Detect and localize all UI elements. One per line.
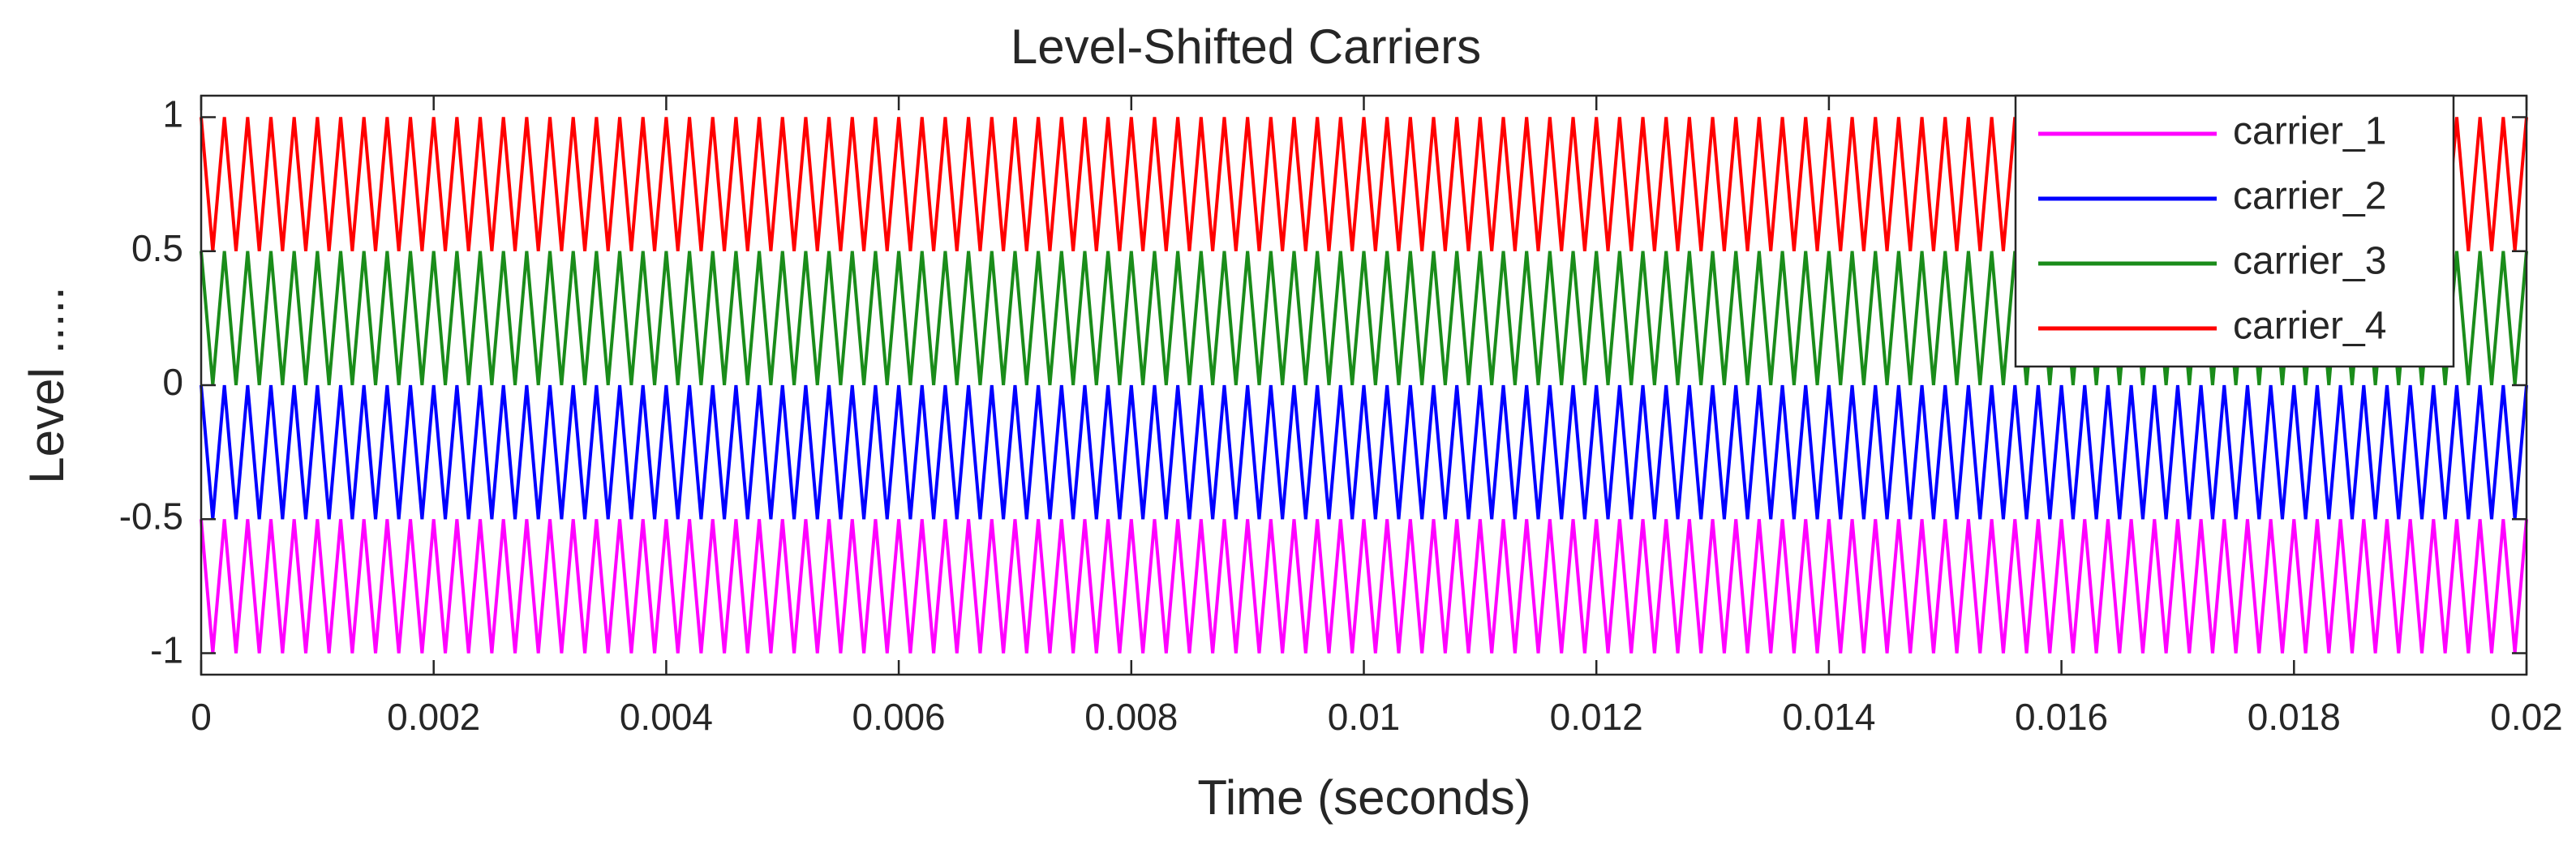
series-line xyxy=(200,384,2528,520)
legend-box xyxy=(2014,94,2455,368)
legend-label: carrier_4 xyxy=(2233,305,2386,348)
x-tick-label: 0.018 xyxy=(2248,696,2341,738)
y-tick-label: -1 xyxy=(150,629,183,671)
x-tick-label: 0.006 xyxy=(852,696,946,738)
x-tick-label: 0.002 xyxy=(387,696,480,738)
y-tick-label: 1 xyxy=(162,93,183,135)
x-tick-label: 0.02 xyxy=(2490,696,2563,738)
chart-title: Level-Shifted Carriers xyxy=(1011,19,1481,74)
y-tick-label: 0.5 xyxy=(131,227,183,269)
x-tick-label: 0.016 xyxy=(2015,696,2108,738)
x-axis-label: Time (seconds) xyxy=(1197,770,1531,825)
x-tick-label: 0.008 xyxy=(1084,696,1178,738)
x-tick-label: 0.004 xyxy=(620,696,713,738)
legend-label: carrier_3 xyxy=(2233,240,2386,283)
x-tick-label: 0.014 xyxy=(1782,696,1875,738)
x-tick-label: 0 xyxy=(191,696,212,738)
legend-label: carrier_1 xyxy=(2233,110,2386,153)
legend-label: carrier_2 xyxy=(2233,175,2386,218)
y-tick-label: -0.5 xyxy=(119,495,183,537)
x-tick-label: 0.012 xyxy=(1550,696,1643,738)
y-axis-label: Level ..... xyxy=(19,286,74,483)
x-tick-label: 0.01 xyxy=(1328,696,1401,738)
series-line xyxy=(200,519,2528,654)
y-tick-label: 0 xyxy=(162,361,183,403)
